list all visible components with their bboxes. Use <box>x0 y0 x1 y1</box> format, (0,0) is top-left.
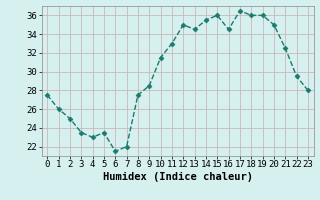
X-axis label: Humidex (Indice chaleur): Humidex (Indice chaleur) <box>103 172 252 182</box>
